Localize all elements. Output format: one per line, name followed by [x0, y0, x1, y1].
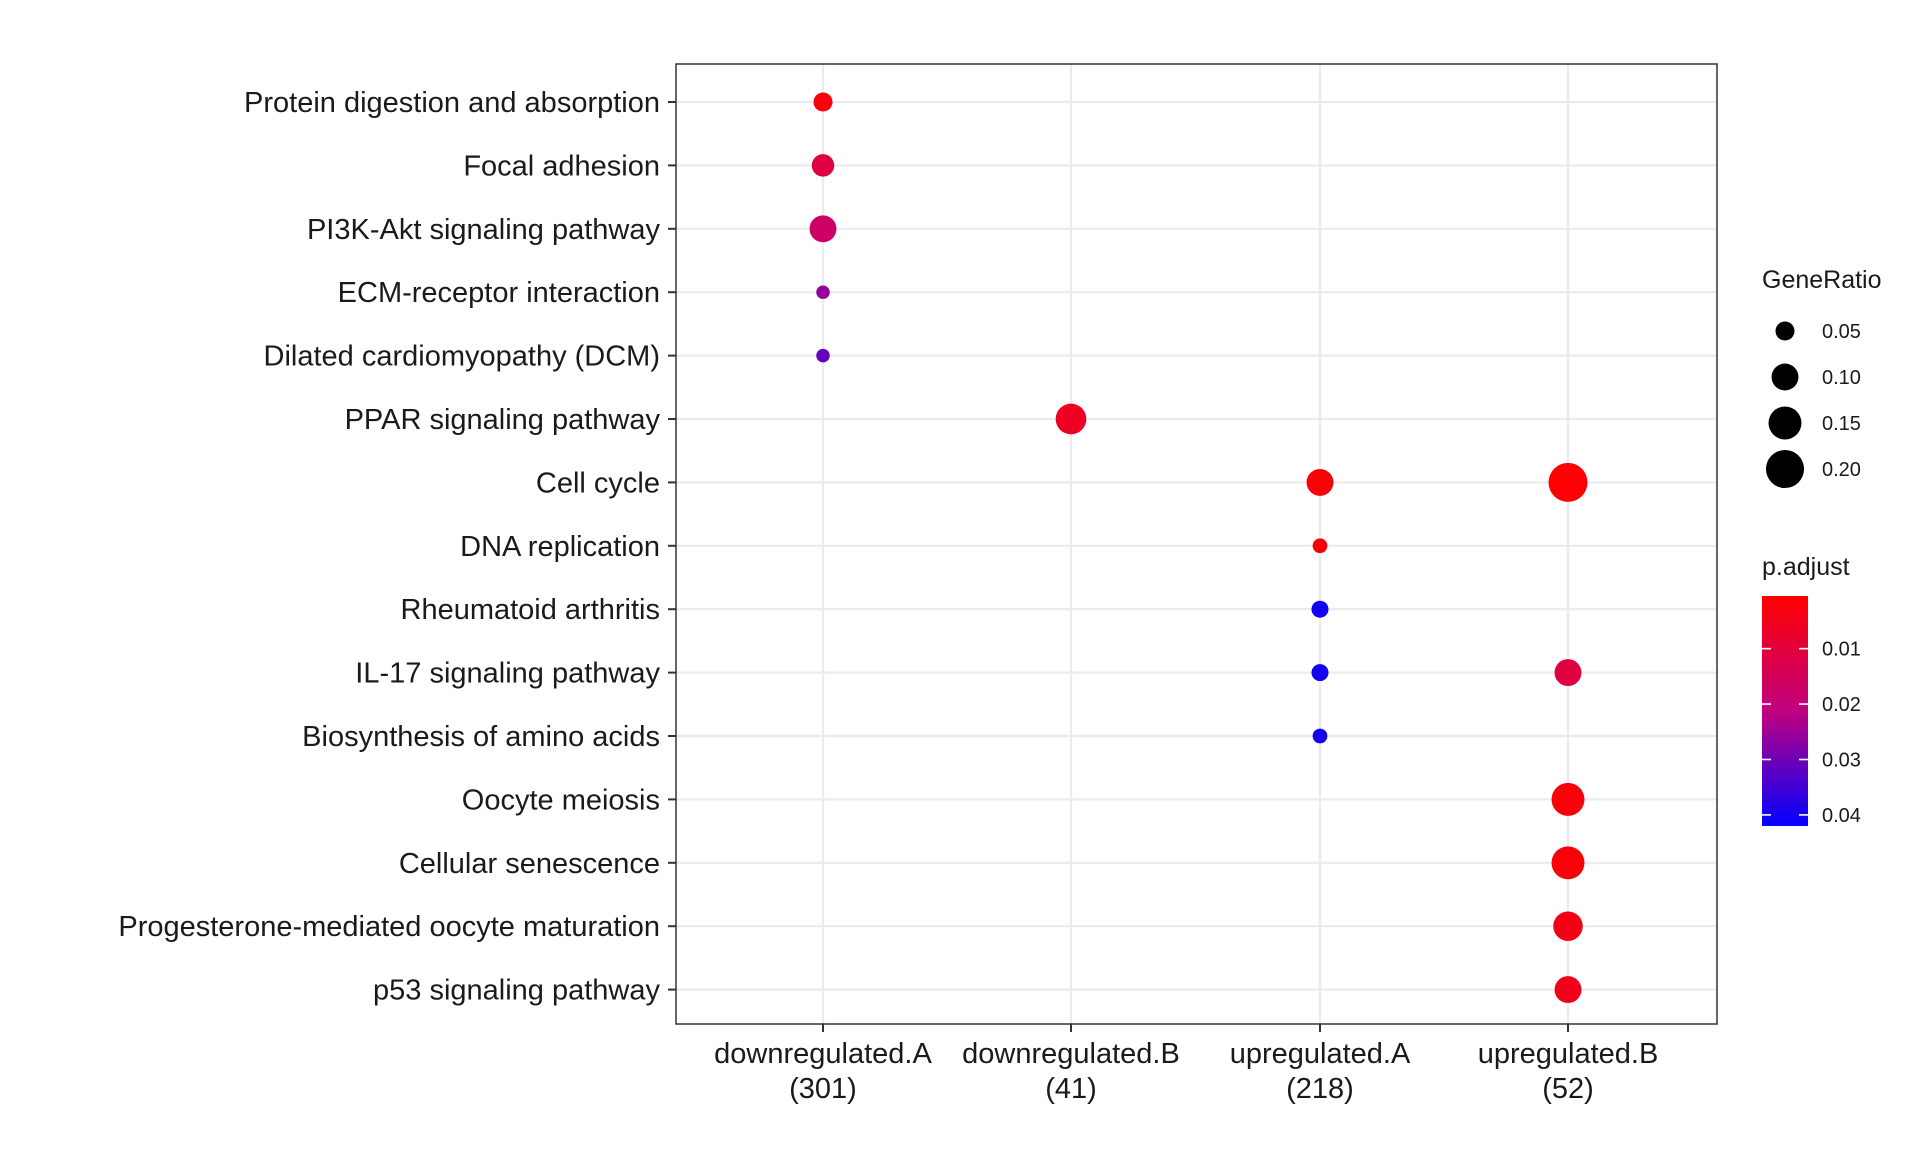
panel-border	[675, 63, 1718, 1025]
data-point	[816, 285, 830, 299]
grid-layer	[676, 64, 1717, 1024]
x-tick-count: (218)	[1286, 1073, 1354, 1105]
y-tick-label: Cellular senescence	[399, 848, 660, 880]
size-legend-label: 0.05	[1822, 321, 1861, 343]
y-tick-label: Rheumatoid arthritis	[401, 594, 661, 626]
x-tick-count: (52)	[1542, 1073, 1594, 1105]
data-point	[1312, 538, 1328, 554]
x-tick-label: downregulated.A	[714, 1038, 932, 1070]
color-legend-label: 0.04	[1822, 805, 1861, 827]
data-point	[1055, 403, 1087, 435]
x-tick-label: upregulated.A	[1230, 1038, 1411, 1070]
color-legend-label: 0.03	[1822, 749, 1861, 771]
data-point	[1311, 600, 1329, 618]
y-tick-label: Dilated cardiomyopathy (DCM)	[264, 341, 660, 373]
data-point	[1551, 846, 1585, 880]
data-point	[816, 348, 830, 363]
color-legend-label: 0.01	[1822, 639, 1861, 661]
y-tick-label: ECM-receptor interaction	[338, 277, 660, 309]
y-tick-label: Biosynthesis of amino acids	[302, 721, 660, 753]
y-tick-label: Focal adhesion	[463, 150, 660, 182]
y-tick-label: p53 signaling pathway	[373, 975, 660, 1007]
data-point	[1548, 462, 1588, 502]
data-point	[1311, 664, 1329, 682]
data-point	[1554, 976, 1582, 1004]
size-legend-key	[1768, 406, 1802, 440]
data-point	[1306, 468, 1334, 496]
data-point	[1554, 659, 1582, 687]
y-tick-label: DNA replication	[460, 531, 660, 563]
data-point	[811, 154, 835, 177]
size-legend-label: 0.20	[1822, 459, 1861, 481]
y-tick-label: Cell cycle	[536, 467, 660, 499]
data-point	[813, 92, 833, 112]
points-layer	[809, 92, 1588, 1004]
x-tick-label: downregulated.B	[962, 1038, 1180, 1070]
x-axis: downregulated.A(301) downregulated.B(41) u…	[714, 1024, 1658, 1105]
size-legend-key	[1775, 321, 1795, 341]
color-legend-bar	[1762, 596, 1808, 826]
size-legend-key	[1771, 363, 1799, 391]
y-tick-label: IL-17 signaling pathway	[355, 658, 660, 690]
y-tick-label: Protein digestion and absorption	[244, 87, 660, 119]
color-legend-label: 0.02	[1822, 694, 1861, 716]
data-point	[1312, 728, 1328, 744]
y-tick-label: PPAR signaling pathway	[345, 404, 661, 436]
y-tick-label: Progesterone-mediated oocyte maturation	[118, 911, 660, 943]
data-point	[809, 215, 837, 243]
x-tick-count: (301)	[789, 1073, 857, 1105]
size-legend-label: 0.15	[1822, 413, 1861, 435]
y-tick-label: PI3K-Akt signaling pathway	[307, 214, 661, 246]
size-legend-label: 0.10	[1822, 367, 1861, 389]
x-tick-count: (41)	[1045, 1073, 1097, 1105]
data-point	[1551, 782, 1585, 816]
y-tick-label: Oocyte meiosis	[462, 784, 660, 816]
y-axis: Protein digestion and absorption Focal ad…	[118, 87, 676, 1007]
size-legend-title: GeneRatio	[1762, 266, 1882, 294]
x-tick-label: upregulated.B	[1478, 1038, 1659, 1070]
size-legend: GeneRatio 0.05 0.10 0.15 0.20	[1762, 266, 1882, 489]
data-point	[1553, 911, 1583, 941]
color-legend-title: p.adjust	[1762, 553, 1850, 581]
size-legend-key	[1765, 449, 1805, 489]
color-legend: p.adjust 0.01 0.02 0.03 0.04	[1762, 553, 1861, 827]
